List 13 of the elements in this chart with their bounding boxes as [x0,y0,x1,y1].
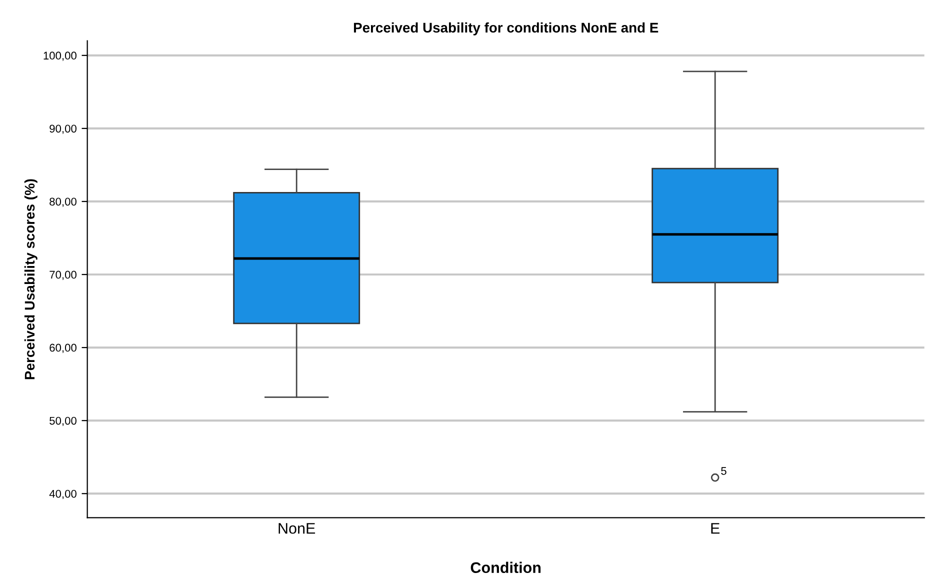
x-tick-label: NonE [278,523,316,534]
y-tick-label: 40,00 [49,490,76,500]
x-axis-title: Condition [470,562,541,574]
annotation: 5 [721,467,726,475]
y-axis-title: Perceived Usability scores (%) [24,179,38,380]
x-tick-label: E [711,523,720,534]
y-tick-label: 100,00 [44,52,76,61]
y-tick-label: 70,00 [50,270,76,280]
y-tick-label: 80,00 [50,198,76,207]
chart-title: Perceived Usability for conditions NonE and E [354,22,658,36]
y-tick-label: 50,00 [50,416,76,426]
y-tick-label: 60,00 [50,344,76,353]
y-tick-label: 90,00 [50,124,76,134]
